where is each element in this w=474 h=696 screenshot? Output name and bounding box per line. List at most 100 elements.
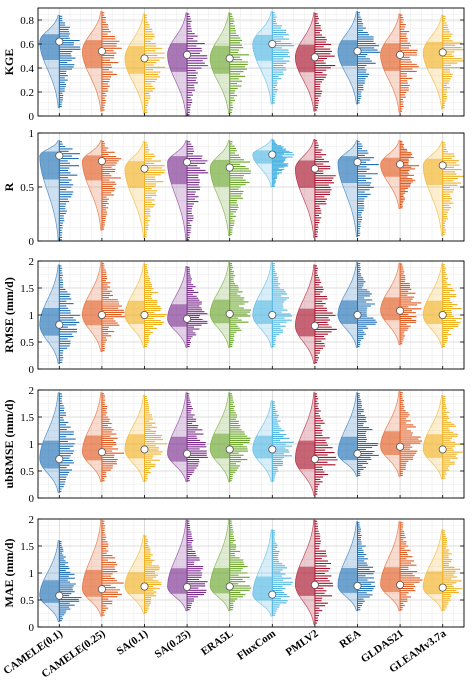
x-category-label: FluxCom — [235, 628, 278, 663]
y-axis-title: MAE (mm/d) — [2, 539, 16, 608]
violin-core — [39, 580, 60, 603]
violin-core — [423, 571, 443, 595]
violin-core — [423, 434, 443, 458]
median-marker — [310, 455, 319, 464]
median-marker — [55, 151, 64, 160]
violin-core — [337, 568, 358, 593]
violin-sa(0.25) — [167, 519, 208, 612]
violin-outline — [422, 529, 444, 612]
median-marker — [353, 47, 362, 56]
y-tick-label: 0.5 — [20, 182, 34, 194]
violin-outline — [337, 140, 358, 238]
violin-fluxcom — [252, 139, 295, 188]
x-category-label: ERA5L — [199, 628, 235, 659]
violin-gldas21 — [380, 140, 420, 209]
y-tick-label: 2 — [29, 385, 35, 397]
y-tick-label: 1.5 — [20, 541, 34, 553]
y-tick-label: 0.8 — [20, 15, 34, 27]
violin-core — [295, 308, 315, 337]
median-marker — [353, 310, 362, 319]
median-marker — [225, 163, 234, 172]
violin-outline — [167, 519, 188, 612]
violin-core — [337, 40, 358, 66]
violin-core — [337, 436, 358, 461]
violin-core — [210, 45, 230, 74]
violin-outline — [81, 140, 103, 231]
violin-era5l — [209, 262, 252, 348]
y-axis-title: R — [2, 182, 16, 191]
violin-core — [337, 300, 358, 324]
violin-fluxcom — [252, 400, 294, 483]
violin-core — [124, 161, 145, 188]
median-marker — [140, 582, 149, 591]
y-tick-label: 1 — [29, 568, 35, 580]
violin-outline — [209, 519, 231, 612]
median-marker — [310, 164, 319, 173]
median-marker — [183, 50, 192, 59]
y-tick-label: 0 — [29, 622, 35, 634]
violin-sa(0.1) — [124, 141, 166, 239]
median-marker — [225, 309, 234, 318]
violin-core — [167, 156, 188, 185]
violin-outline — [39, 14, 60, 108]
median-marker — [310, 53, 319, 62]
violin-core — [82, 569, 102, 597]
median-marker — [353, 581, 362, 590]
violin-era5l — [209, 140, 252, 236]
panel-r: 0 0.5 1 R — [2, 128, 465, 248]
panel-mae: 0 0.5 1 1.5 2 MAE (mm/d) — [2, 514, 465, 634]
violin-outline — [167, 140, 188, 242]
median-marker — [268, 590, 277, 599]
violin-outline — [209, 140, 231, 236]
violin-era5l — [209, 392, 251, 483]
y-tick-label: 0 — [29, 493, 35, 505]
violin-camele(0.25) — [81, 11, 122, 112]
median-marker — [438, 161, 447, 170]
median-marker — [353, 449, 362, 458]
violin-core — [124, 572, 145, 594]
violin-gleamv3.7a — [422, 263, 462, 348]
violin-core — [252, 35, 273, 61]
median-marker — [310, 580, 319, 589]
y-tick-label: 0.2 — [20, 87, 34, 99]
y-tick-label: 0.6 — [20, 39, 34, 51]
plot-frame — [37, 7, 465, 117]
median-marker — [140, 445, 149, 454]
median-marker — [396, 160, 405, 169]
violin-pmlv2 — [294, 519, 334, 625]
median-marker — [97, 157, 106, 166]
violin-gldas21 — [380, 521, 423, 612]
violin-core — [423, 42, 443, 69]
y-tick-label: 0 — [29, 236, 35, 248]
median-marker — [55, 37, 64, 46]
panel-kge: 0 0.2 0.4 0.6 0.8 KGE — [2, 7, 465, 123]
y-tick-label: 1 — [29, 310, 35, 322]
violin-era5l — [209, 519, 252, 612]
median-marker — [396, 580, 405, 589]
violin-outline — [81, 519, 103, 617]
y-tick-label: 1.5 — [20, 412, 34, 424]
violin-sa(0.25) — [167, 140, 209, 242]
y-tick-label: 0 — [29, 111, 35, 123]
violin-core — [252, 435, 273, 459]
violin-sa(0.25) — [167, 392, 208, 483]
y-tick-label: 0.5 — [20, 466, 34, 478]
violin-core — [295, 566, 315, 596]
violin-camele(0.1) — [39, 140, 80, 242]
y-axis-title: ubRMSE (mm/d) — [2, 399, 16, 488]
median-marker — [97, 448, 106, 457]
violin-pmlv2 — [294, 392, 338, 496]
violin-rea — [337, 140, 379, 238]
panel-rmse: 0 0.5 1 1.5 2 RMSE (mm/d) — [2, 256, 465, 376]
violin-camele(0.1) — [39, 264, 80, 364]
violin-rea — [337, 11, 381, 105]
y-tick-label: 1.5 — [20, 283, 34, 295]
violin-core — [82, 435, 102, 461]
violin-era5l — [209, 12, 250, 114]
violin-core — [295, 160, 315, 188]
violin-rea — [337, 392, 379, 477]
violin-sa(0.25) — [167, 266, 208, 348]
violin-core — [39, 151, 60, 180]
median-marker — [396, 442, 405, 451]
violin-sa(0.1) — [124, 534, 162, 614]
